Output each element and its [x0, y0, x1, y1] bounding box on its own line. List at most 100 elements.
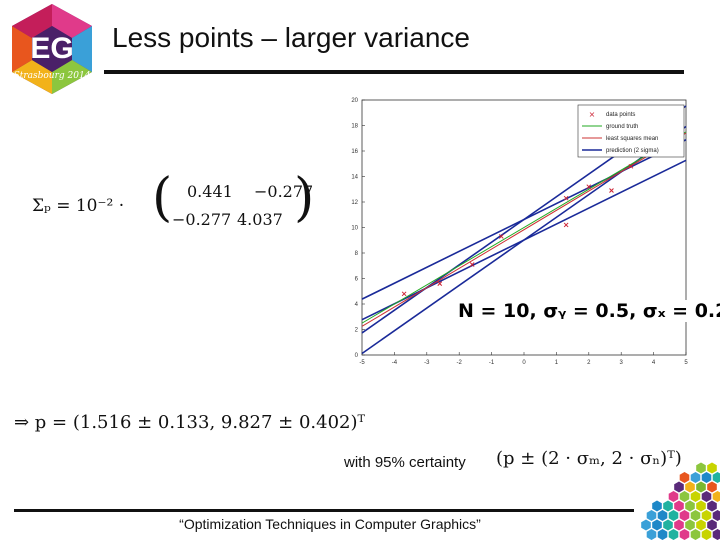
hexagon-tile [689, 490, 702, 503]
matrix-cell: −0.277 [254, 182, 314, 201]
least-squares-line [361, 132, 687, 327]
data-point-marker [586, 184, 592, 190]
matrix-cell: 4.037 [237, 210, 283, 229]
sigma-lhs: Σₚ = 10⁻² · [32, 196, 125, 216]
hexagon-tile [667, 490, 680, 503]
hexagon-tile [695, 480, 707, 494]
x-tick-label: 5 [684, 360, 688, 366]
hexagon-tile [673, 480, 685, 494]
ground-truth-line [361, 131, 687, 324]
data-point-marker [628, 163, 634, 169]
legend-label: least squares mean [606, 136, 658, 142]
y-tick-label: 2 [355, 328, 359, 334]
hexagon-tile [706, 461, 718, 475]
hexagon-tile [662, 518, 674, 532]
legend-label: ground truth [606, 124, 638, 130]
y-tick-label: 10 [351, 226, 358, 232]
y-tick-label: 12 [351, 200, 358, 206]
certainty-formula: (p ± (2 · σₘ, 2 · σₙ)ᵀ) [496, 448, 682, 469]
x-tick-label: -3 [424, 360, 430, 366]
hexagon-tile [667, 528, 680, 541]
hexagon-tile [695, 461, 707, 475]
data-point-marker [437, 281, 443, 286]
y-tick-label: 6 [355, 277, 359, 283]
hexagon-tile [651, 518, 663, 532]
x-tick-label: -2 [457, 360, 463, 366]
hexagon-tile [678, 490, 691, 503]
hexagon-tile [684, 499, 696, 513]
hexagon-tile [695, 518, 707, 532]
y-tick-label: 18 [351, 124, 358, 130]
prediction-line [361, 125, 687, 355]
y-tick-label: 0 [355, 353, 359, 359]
y-tick-label: 4 [355, 302, 359, 308]
x-tick-label: 0 [522, 360, 526, 366]
hexagon-tile [678, 471, 691, 484]
y-tick-label: 14 [351, 175, 358, 181]
result-equation: ⇒ p = (1.516 ± 0.133, 9.827 ± 0.402)ᵀ [14, 412, 366, 433]
matrix-cell: −0.277 [172, 210, 232, 229]
x-tick-label: -1 [489, 360, 495, 366]
title-divider [104, 70, 684, 74]
data-point-marker [563, 222, 569, 228]
x-tick-label: 4 [652, 360, 656, 366]
right-paren: ) [294, 168, 315, 228]
hexagon-tile [689, 528, 702, 541]
regression-chart: 0 2 4 6 8 10 12 14 16 18 20 -5 -4 -3 -2 -1 0 1 2 3 4 5 × data p… [340, 95, 690, 370]
legend-label: data points [606, 112, 635, 118]
matrix-cell: 0.441 [187, 182, 233, 201]
hexagon-tile [700, 528, 713, 541]
hexagon-tile [673, 499, 685, 513]
hexagon-tile [711, 471, 720, 484]
hexagon-tile [667, 509, 680, 522]
x-tick-label: 3 [620, 360, 624, 366]
footer-divider [14, 509, 634, 512]
hexagon-tile [700, 490, 713, 503]
prediction-line [361, 139, 687, 300]
legend-box [577, 104, 685, 158]
hexagon-tile [678, 528, 691, 541]
chart-parameters: N = 10, σᵧ = 0.5, σₓ = 0.25 [458, 300, 720, 322]
logo-letters: EG [30, 32, 73, 65]
data-point-marker [563, 195, 569, 201]
eg-logo: EG Strasbourg 2014 [0, 0, 104, 98]
x-tick-label: 1 [555, 360, 559, 366]
hexagon-tile [706, 499, 718, 513]
hexagon-tile [662, 499, 674, 513]
hexagon-tile [695, 499, 707, 513]
hexagon-tile [673, 518, 685, 532]
hexagon-tile [651, 499, 663, 513]
hexagon-tile [711, 509, 720, 522]
x-tick-label: -5 [359, 360, 365, 366]
hexagon-tile [645, 509, 658, 522]
x-tick-label: -4 [392, 360, 398, 366]
logo-caption: Strasbourg 2014 [14, 71, 91, 81]
legend-marker: × [589, 110, 596, 119]
y-tick-label: 16 [351, 149, 358, 155]
certainty-label: with 95% certainty [344, 454, 466, 471]
data-point-marker [469, 262, 475, 267]
hexagon-tile [689, 471, 702, 484]
x-tick-label: 2 [587, 360, 591, 366]
hexagon-decoration [640, 461, 720, 541]
y-tick-label: 20 [351, 98, 358, 104]
slide-title: Less points – larger variance [112, 22, 470, 53]
hexagon-tile [645, 528, 658, 541]
hexagon-tile [700, 509, 713, 522]
legend-label: prediction (2 sigma) [606, 148, 659, 154]
hexagon-tile [684, 480, 696, 494]
hexagon-tile [640, 518, 652, 532]
y-tick-label: 8 [355, 251, 359, 257]
left-paren: ( [152, 168, 173, 228]
data-point-marker [498, 234, 504, 239]
hexagon-tile [684, 518, 696, 532]
hexagon-tile [678, 509, 691, 522]
hexagon-tile [656, 509, 669, 522]
hexagon-tile [706, 518, 718, 532]
data-point-marker [401, 291, 407, 297]
hexagon-tile [706, 480, 718, 494]
data-point-marker [609, 188, 614, 193]
hexagon-tile [700, 471, 713, 484]
footer-text: “Optimization Techniques in Computer Gra… [179, 516, 481, 532]
